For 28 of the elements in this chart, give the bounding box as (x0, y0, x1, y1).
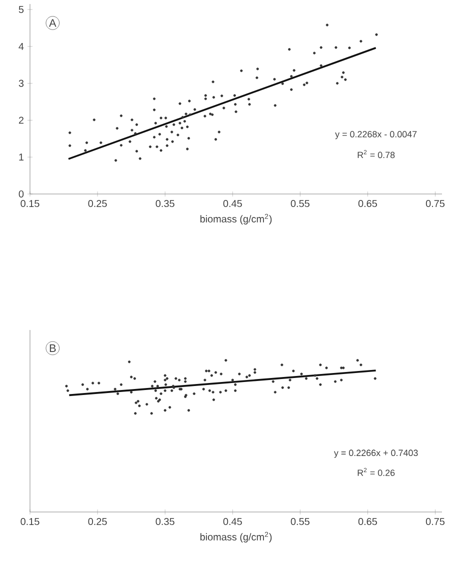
y-tick-label: 5 (18, 6, 24, 13)
x-tick-label: 0.15 (20, 200, 40, 208)
x-axis-title: biomass (g/cm$^{2}$) (200, 214, 272, 224)
x-tick-label: 0.55 (290, 200, 310, 208)
x-tick-label: 0.45 (223, 200, 242, 208)
x-tick-label: 0.45 (223, 518, 242, 526)
x-tick-label: 0.55 (290, 518, 310, 526)
x-axis-title: biomass (g/cm$^{2}$) (200, 532, 272, 542)
text: B (50, 344, 56, 352)
x-tick-label: 0.15 (20, 518, 40, 526)
x-tick-label: 0.65 (358, 200, 377, 208)
annotation: R$^{2}$ = 0.26 (358, 468, 395, 476)
y-tick-label: 3 (18, 80, 24, 87)
annotation: R$^{2}$ = 0.78 (358, 150, 395, 158)
x-tick-label: 0.75 (426, 518, 445, 526)
annotation: y = 0.2266x + 0.7403 (334, 450, 418, 458)
x-tick-label: 0.75 (426, 200, 445, 208)
x-tick-label: 0.25 (88, 518, 107, 526)
y-tick-label: 4 (18, 42, 24, 50)
annotation: y = 0.2268x - 0.0047 (335, 131, 417, 140)
y-tick-label: 0 (18, 190, 24, 198)
x-tick-label: 0.65 (358, 518, 377, 526)
y-tick-label: 2 (18, 116, 24, 124)
annotation: A (49, 19, 56, 27)
x-tick-label: 0.35 (156, 200, 174, 208)
y-tick-label: 1 (19, 154, 24, 161)
x-tick-label: 0.35 (156, 518, 174, 526)
x-tick-label: 0.25 (88, 200, 107, 208)
